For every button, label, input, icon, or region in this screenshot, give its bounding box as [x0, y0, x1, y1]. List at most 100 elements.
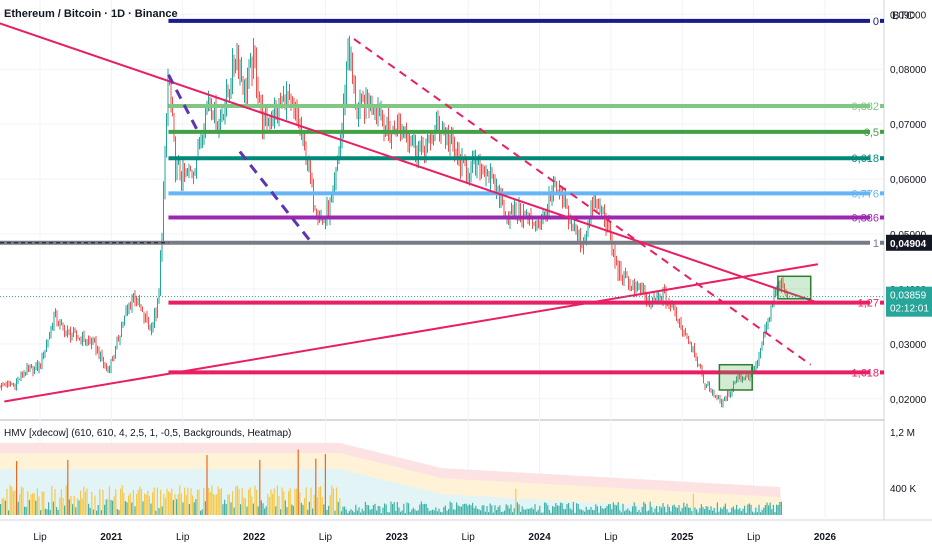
volume-bar: [209, 492, 211, 515]
volume-bar: [336, 487, 338, 515]
volume-bar: [214, 494, 216, 515]
volume-bar: [646, 511, 648, 515]
volume-bar: [668, 507, 670, 515]
volume-bar: [732, 506, 734, 515]
volume-bar: [728, 512, 730, 515]
volume-bar: [723, 506, 725, 515]
volume-bar: [451, 502, 453, 515]
volume-bar: [108, 486, 110, 515]
volume-bar: [4, 500, 6, 515]
volume-bar: [360, 512, 362, 515]
volume-bar: [481, 505, 483, 515]
volume-bar: [707, 506, 709, 515]
volume-bar: [96, 510, 98, 515]
volume-bar: [750, 504, 752, 515]
volume-bar: [342, 506, 344, 515]
volume-bar: [292, 506, 294, 515]
volume-bar: [515, 488, 517, 515]
volume-bar: [286, 507, 288, 515]
fib-level-label: 0,618: [851, 153, 879, 165]
volume-bar: [510, 504, 512, 515]
volume-bar: [713, 507, 715, 515]
volume-bar: [592, 509, 594, 515]
volume-bar: [164, 497, 166, 515]
volume-bar: [521, 506, 523, 515]
volume-bar: [513, 508, 515, 515]
volume-bar: [480, 510, 482, 515]
volume-bar: [700, 504, 702, 515]
volume-bar: [313, 494, 315, 515]
volume-bar: [462, 504, 464, 515]
volume-bar: [267, 493, 269, 515]
volume-bar: [240, 504, 242, 515]
volume-bar: [136, 494, 138, 515]
volume-bar: [748, 503, 750, 515]
trendline: [238, 150, 313, 244]
volume-bar: [739, 508, 741, 515]
volume-bar: [180, 493, 182, 515]
volume-bar: [547, 505, 549, 515]
volume-bar: [272, 493, 274, 515]
volume-bar: [774, 512, 776, 515]
volume-bar: [280, 509, 282, 515]
volume-bar: [177, 494, 179, 515]
volume-bar: [137, 490, 139, 515]
volume-bar: [579, 509, 581, 515]
volume-bar: [283, 491, 285, 515]
volume-bar: [648, 510, 650, 515]
volume-bar: [476, 508, 478, 515]
volume-bar: [427, 507, 429, 515]
x-tick-label: 2025: [671, 532, 694, 543]
volume-bar: [212, 493, 214, 515]
volume-bar: [54, 489, 56, 515]
volume-bar: [83, 486, 85, 515]
volume-bar: [425, 503, 427, 515]
volume-bar: [780, 501, 782, 515]
volume-bar: [472, 502, 474, 515]
volume-bar: [56, 507, 58, 515]
volume-bar: [363, 511, 365, 515]
volume-bar: [683, 502, 685, 515]
volume-bar: [256, 489, 258, 515]
volume-bar: [174, 494, 176, 515]
volume-bar: [140, 488, 142, 515]
volume-bar: [603, 508, 605, 515]
volume-bar: [296, 488, 298, 515]
volume-bar: [704, 509, 706, 515]
volume-bar: [121, 485, 123, 515]
volume-bar: [558, 505, 560, 515]
volume-bar: [107, 498, 109, 515]
volume-bar: [331, 485, 333, 515]
volume-bar: [329, 495, 331, 515]
fib-level-label: 1,618: [851, 367, 879, 379]
y-tick-label: 0,08000: [890, 65, 927, 76]
volume-bar: [273, 488, 275, 515]
volume-bar: [393, 502, 395, 515]
volume-bar: [308, 501, 310, 515]
volume-bar: [484, 511, 486, 515]
volume-bar: [492, 512, 494, 515]
volume-bar: [537, 509, 539, 515]
volume-bar: [627, 508, 629, 515]
volume-bar: [763, 507, 765, 515]
volume-bar: [188, 503, 190, 515]
volume-bar: [624, 511, 626, 515]
volume-bar: [251, 496, 253, 515]
volume-bar: [299, 492, 301, 515]
volume-bar: [676, 508, 678, 515]
x-tick-label: Lip: [33, 532, 47, 543]
volume-bar: [590, 506, 592, 515]
volume-bar: [200, 510, 202, 515]
volume-bar: [395, 510, 397, 515]
volume-bar: [206, 455, 208, 515]
volume-bar: [483, 505, 485, 515]
volume-bar: [609, 504, 611, 515]
volume-bar: [156, 487, 158, 515]
volume-bar: [392, 504, 394, 515]
volume-bar: [675, 506, 677, 515]
volume-bar: [702, 507, 704, 515]
volume-bar: [523, 509, 525, 515]
volume-bar: [617, 501, 619, 515]
volume-bar: [278, 495, 280, 515]
